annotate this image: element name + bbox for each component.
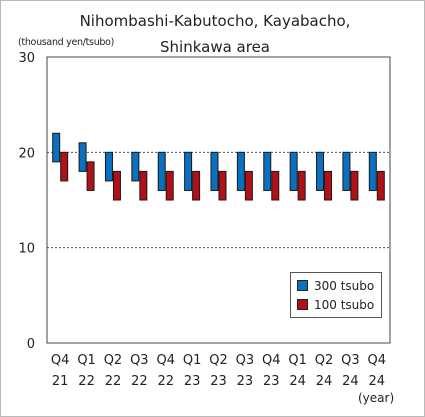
y-tick-label: 20 [18,146,35,161]
x-tick-label-year: 24 [316,374,333,389]
x-tick-label-quarter: Q1 [77,353,96,368]
bar-300-tsubo [289,151,298,191]
legend-swatch-100-tsubo [297,299,308,310]
plot-area-border [46,56,391,344]
y-axis-unit-label: (thousand yen/tsubo) [18,37,115,48]
y-tick-label: 0 [27,337,35,352]
x-tick-label-quarter: Q3 [341,353,360,368]
x-tick-label-year: 22 [131,374,148,389]
legend-label-300-tsubo: 300 tsubo [314,279,375,293]
bar-100-tsubo [297,170,306,201]
bar-100-tsubo [86,161,95,191]
x-tick-label-quarter: Q4 [262,353,281,368]
bar-300-tsubo [131,151,140,182]
x-tick-label-quarter: Q4 [368,353,387,368]
x-tick-label-quarter: Q1 [183,353,202,368]
x-tick-label-quarter: Q2 [104,353,123,368]
chart-title-line-2: Shinkawa area [160,38,270,56]
legend-swatch-300-tsubo [297,280,308,291]
bar-300-tsubo [263,151,272,191]
bar-300-tsubo [78,142,87,172]
bar-100-tsubo [165,170,174,201]
legend: 300 tsubo 100 tsubo [290,272,382,318]
x-tick-label-year: 24 [369,374,386,389]
bar-100-tsubo [218,170,227,201]
bar-300-tsubo [104,151,113,182]
bar-100-tsubo [139,170,148,201]
bar-100-tsubo [271,170,280,201]
bar-300-tsubo [52,132,61,163]
x-tick-label-quarter: Q3 [236,353,255,368]
bar-100-tsubo [376,170,385,201]
x-tick-label-quarter: Q4 [51,353,70,368]
x-tick-label-year: 23 [263,374,280,389]
bar-300-tsubo [236,151,245,191]
chart-title: Nihombashi-Kabutocho, Kayabacho, Shinkaw… [60,8,370,60]
x-tick-label-year: 21 [52,374,69,389]
bar-100-tsubo [60,151,69,182]
x-tick-label-year: 22 [105,374,122,389]
x-tick-label-year: 22 [78,374,95,389]
x-tick-label-year: 23 [184,374,201,389]
legend-label-100-tsubo: 100 tsubo [314,298,375,312]
bar-100-tsubo [324,170,333,201]
bar-300-tsubo [184,151,193,191]
bar-100-tsubo [350,170,359,201]
x-tick-label-quarter: Q3 [130,353,149,368]
x-tick-label-year: 23 [237,374,254,389]
bar-100-tsubo [112,170,121,201]
legend-entry-300-tsubo: 300 tsubo [297,279,374,293]
bar-100-tsubo [192,170,201,201]
bar-100-tsubo [244,170,253,201]
chart-title-line-1: Nihombashi-Kabutocho, Kayabacho, [79,12,351,30]
x-tick-label-year: 24 [342,374,359,389]
x-tick-label-quarter: Q2 [315,353,334,368]
bar-300-tsubo [316,151,325,191]
x-tick-label-quarter: Q2 [209,353,228,368]
bar-300-tsubo [157,151,166,191]
x-tick-label-year: 24 [289,374,306,389]
bar-300-tsubo [210,151,219,191]
x-tick-label-year: 23 [210,374,227,389]
legend-entry-100-tsubo: 100 tsubo [297,298,374,312]
bar-300-tsubo [368,151,377,191]
x-tick-label-year: 22 [157,374,174,389]
x-axis-unit-label: (year) [358,391,395,405]
x-tick-label-quarter: Q4 [156,353,175,368]
x-tick-label-quarter: Q1 [288,353,307,368]
bar-300-tsubo [342,151,351,191]
y-tick-label: 30 [18,51,35,66]
y-tick-label: 10 [18,242,35,257]
